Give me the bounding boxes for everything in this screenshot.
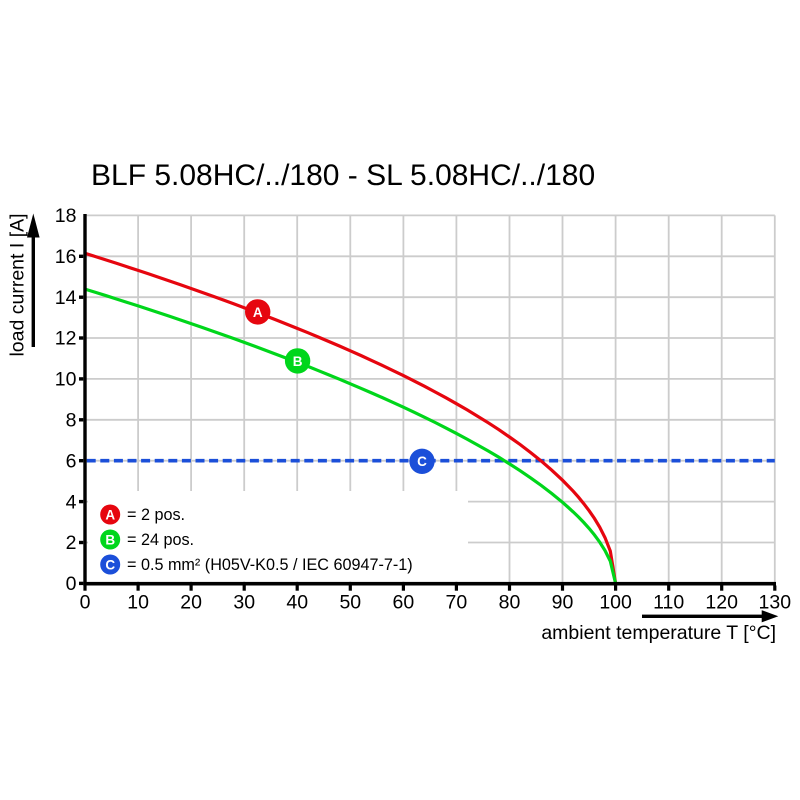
svg-text:10: 10 [127,592,149,614]
svg-text:80: 80 [499,592,521,614]
svg-text:18: 18 [55,205,77,227]
svg-text:14: 14 [55,287,77,309]
svg-text:110: 110 [653,592,684,614]
svg-text:= 2 pos.: = 2 pos. [127,506,185,524]
svg-text:70: 70 [446,592,468,614]
svg-text:60: 60 [393,592,415,614]
svg-text:50: 50 [339,592,361,614]
svg-text:10: 10 [55,369,77,391]
svg-text:4: 4 [66,491,77,513]
svg-text:16: 16 [55,246,77,268]
svg-text:A: A [105,507,115,522]
svg-text:30: 30 [233,592,255,614]
svg-text:90: 90 [552,592,574,614]
svg-text:= 24 pos.: = 24 pos. [127,531,194,549]
svg-text:40: 40 [286,592,308,614]
svg-text:C: C [417,454,427,469]
svg-text:12: 12 [55,328,77,350]
svg-text:load current I [A]: load current I [A] [7,213,29,356]
svg-text:0: 0 [80,592,91,614]
svg-text:8: 8 [66,410,77,432]
svg-text:B: B [293,354,303,369]
svg-text:120: 120 [705,592,738,614]
svg-text:2: 2 [66,532,77,554]
svg-text:6: 6 [66,450,77,472]
svg-text:B: B [105,532,115,547]
svg-text:A: A [253,305,263,320]
svg-text:C: C [105,557,115,572]
svg-text:0: 0 [66,573,77,595]
svg-text:100: 100 [599,592,632,614]
svg-text:= 0.5 mm² (H05V-K0.5 / IEC 609: = 0.5 mm² (H05V-K0.5 / IEC 60947-7-1) [127,556,413,574]
svg-text:ambient temperature T [°C]: ambient temperature T [°C] [541,622,776,644]
svg-text:BLF 5.08HC/../180 - SL 5.08HC/: BLF 5.08HC/../180 - SL 5.08HC/../180 [91,159,595,192]
svg-text:20: 20 [180,592,202,614]
svg-text:130: 130 [759,592,792,614]
